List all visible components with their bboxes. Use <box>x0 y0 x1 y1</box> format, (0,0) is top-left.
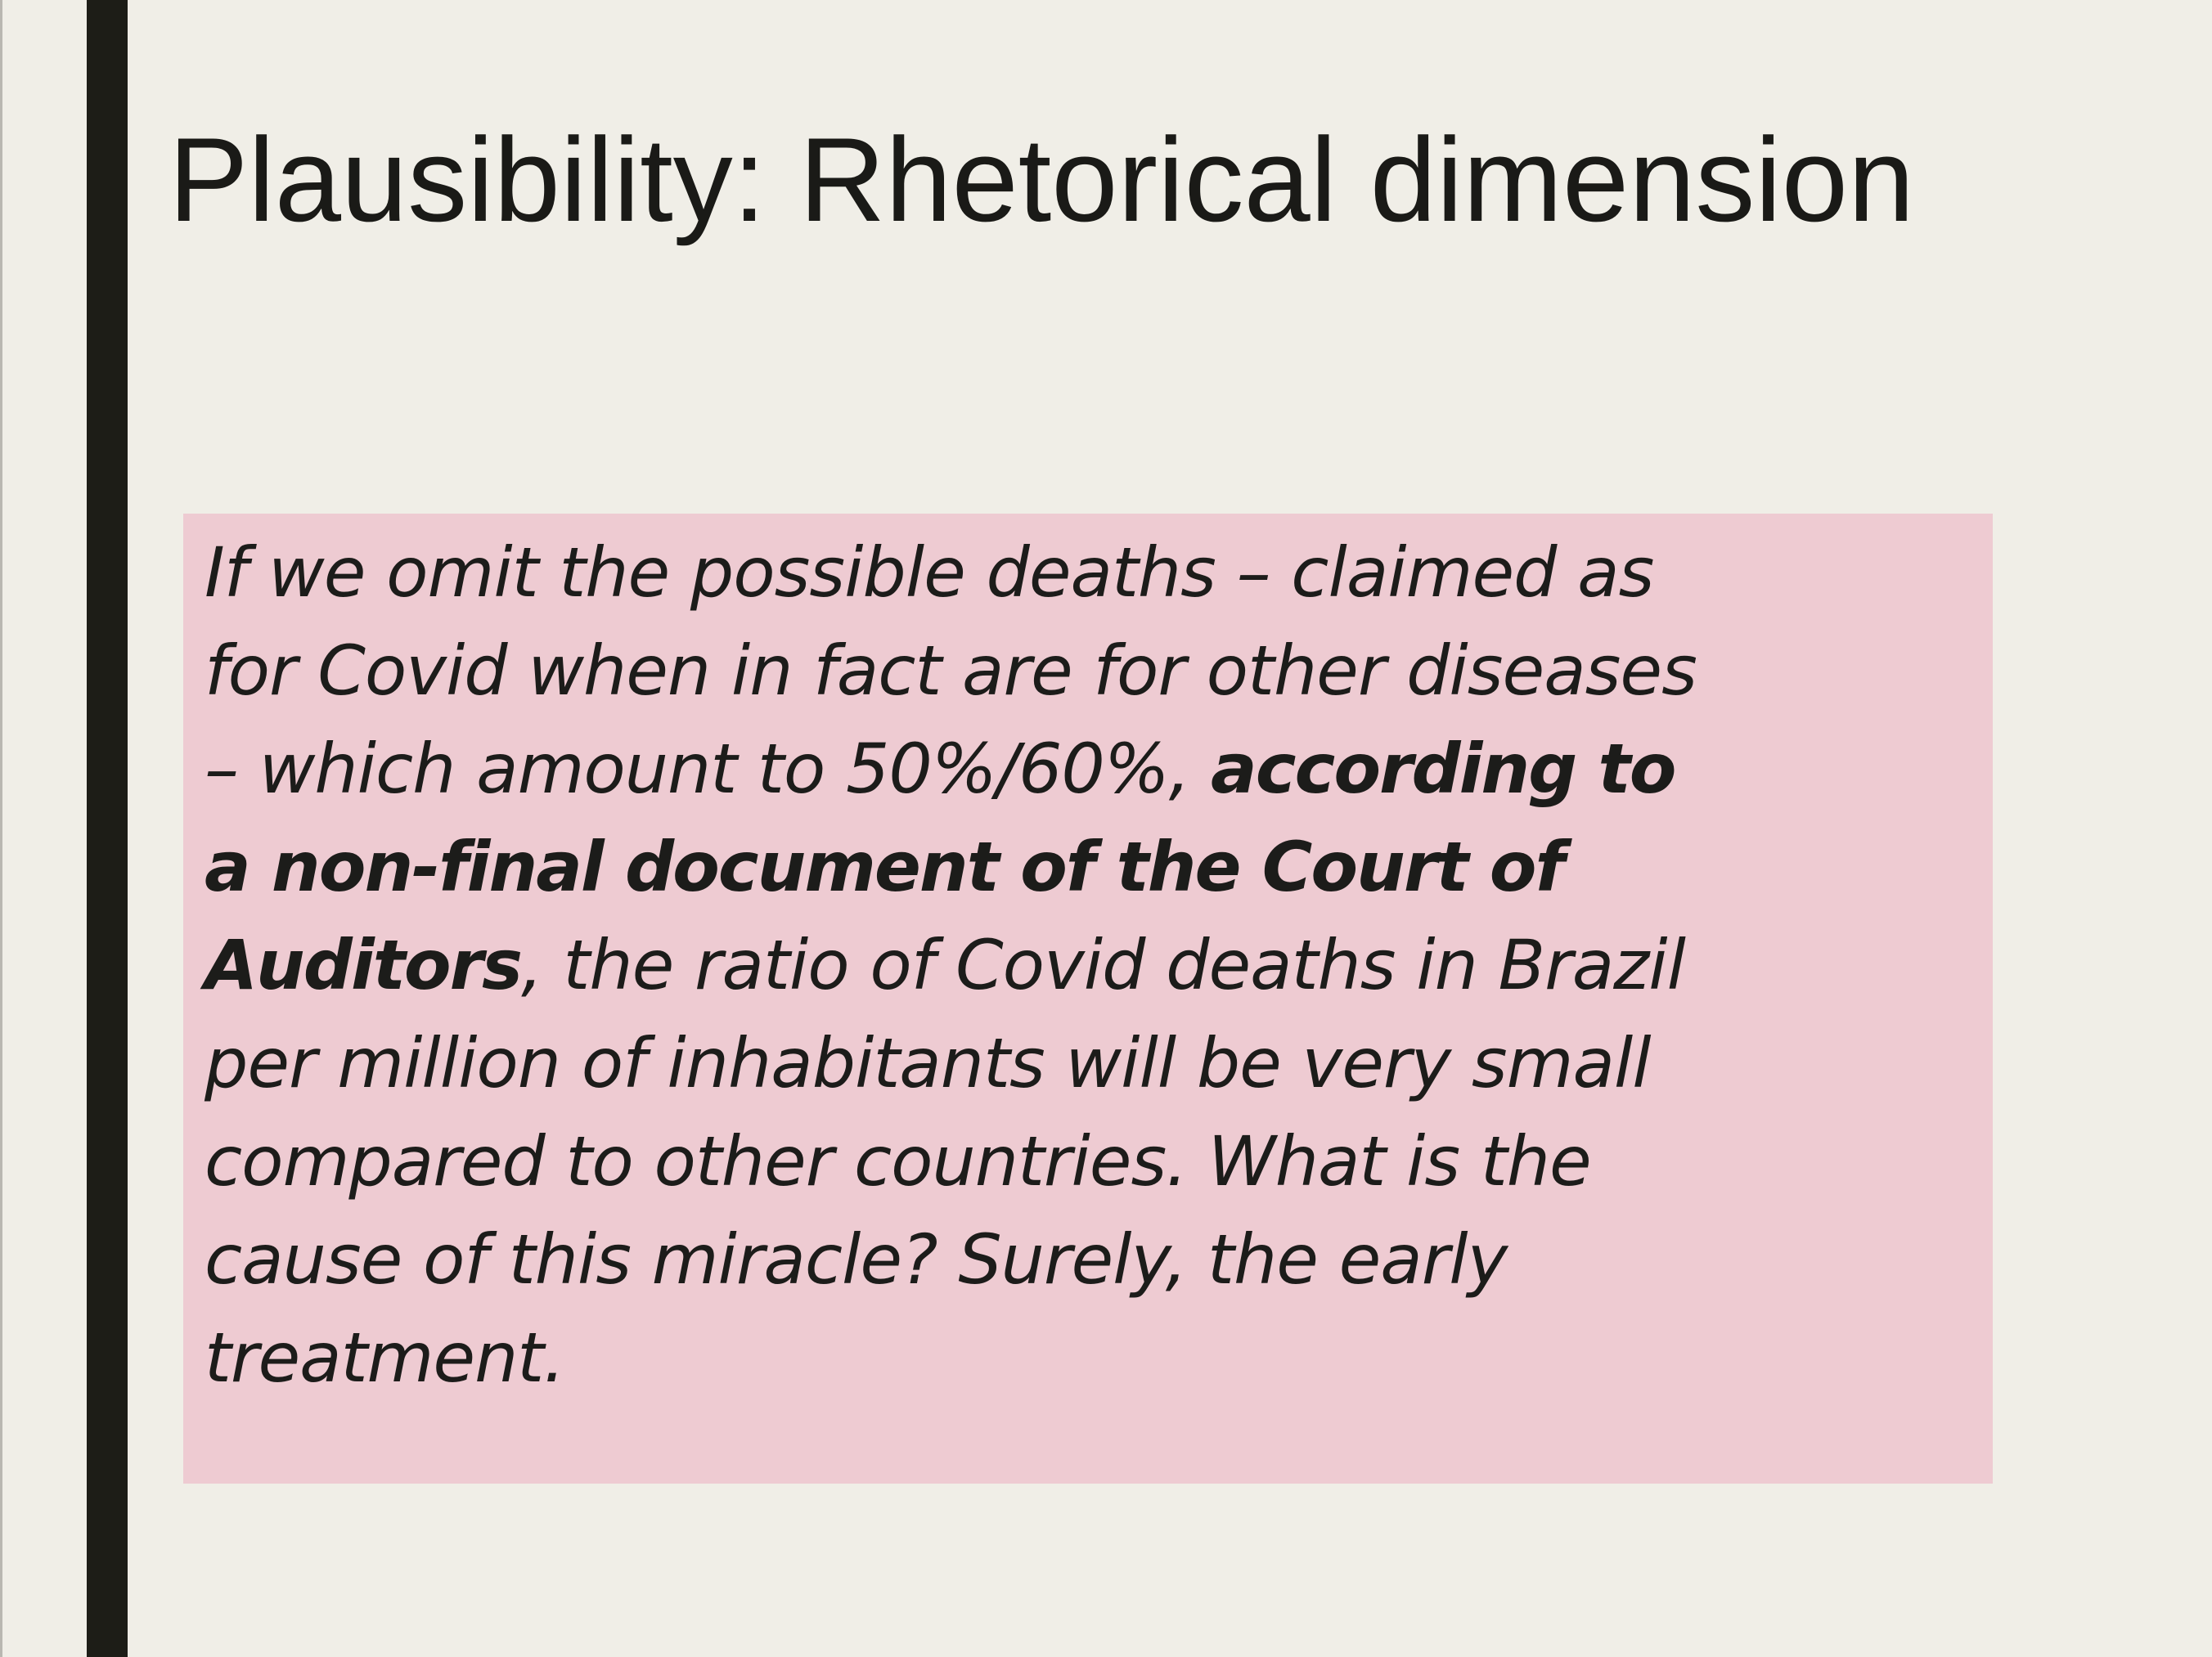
left-accent-bar <box>87 0 128 1657</box>
quote-emphasis: Auditors <box>205 925 523 1005</box>
quote-box: If we omit the possible deaths – claimed… <box>183 514 1993 1484</box>
quote-segment: for Covid when in fact are for other dis… <box>205 631 1697 711</box>
quote-emphasis: according to <box>1211 729 1676 809</box>
quote-segment: per million of inhabitants will be very … <box>205 1023 1652 1103</box>
quote-line-7: compared to other countries. What is the <box>205 1121 1592 1201</box>
quote-segment: – which amount to 50%/60%, <box>205 729 1212 809</box>
slide-title: Plausibility: Rhetorical dimension <box>169 113 1915 246</box>
quote-line-1: If we omit the possible deaths – claimed… <box>205 532 1654 613</box>
quote-line-6: per million of inhabitants will be very … <box>205 1023 1652 1103</box>
quote-segment: If we omit the possible deaths – claimed… <box>205 532 1654 613</box>
quote-line-4: a non-final document of the Court of <box>205 827 1565 907</box>
quote-line-3: – which amount to 50%/60%, according to <box>205 729 1676 809</box>
quote-line-9: treatment. <box>205 1318 565 1398</box>
quote-line-5: Auditors, the ratio of Covid deaths in B… <box>205 925 1686 1005</box>
quote-line-8: cause of this miracle? Surely, the early <box>205 1219 1508 1300</box>
slide-edge-line <box>0 0 2 1657</box>
quote-emphasis: a non-final document of the Court of <box>205 827 1565 907</box>
quote-segment: treatment. <box>205 1318 565 1398</box>
quote-text: If we omit the possible deaths – claimed… <box>205 523 1993 1407</box>
quote-segment: compared to other countries. What is the <box>205 1121 1592 1201</box>
quote-segment: cause of this miracle? Surely, the early <box>205 1219 1508 1300</box>
quote-line-2: for Covid when in fact are for other dis… <box>205 631 1697 711</box>
quote-segment: , the ratio of Covid deaths in Brazil <box>521 925 1686 1005</box>
